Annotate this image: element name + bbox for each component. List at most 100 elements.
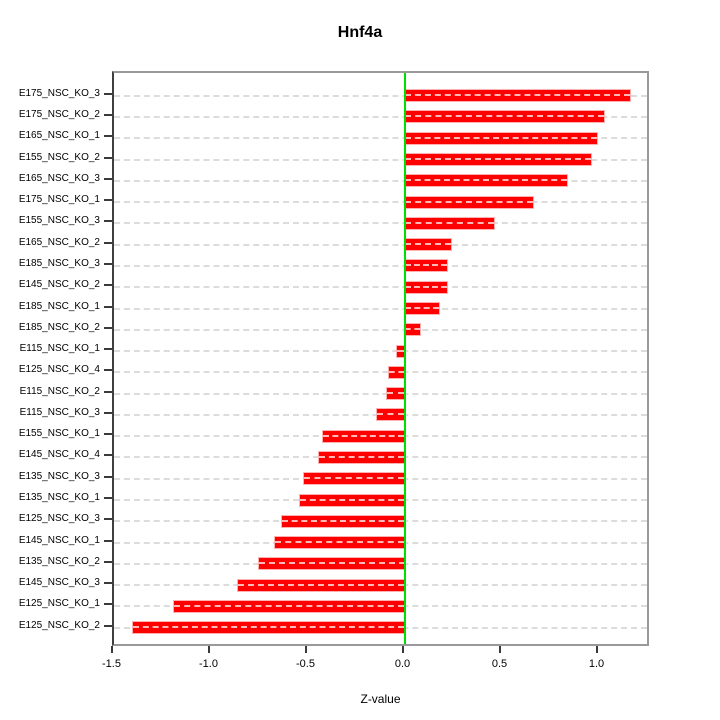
x-tick (304, 646, 307, 653)
chart-title: Hnf4a (337, 24, 383, 41)
grid-line (114, 94, 647, 97)
y-tick-label: E135_NSC_KO_2 (18, 555, 100, 567)
y-tick (104, 135, 112, 138)
bar (173, 600, 405, 612)
y-tick (104, 284, 112, 287)
x-tick-label: -1.0 (199, 658, 218, 670)
grid-line (114, 222, 647, 225)
bar (388, 366, 405, 378)
bar-stripe (404, 115, 605, 118)
y-tick (104, 177, 112, 180)
y-tick-label: E165_NSC_KO_3 (18, 172, 100, 184)
y-tick-label: E135_NSC_KO_1 (18, 492, 100, 504)
grid-line (114, 286, 647, 289)
bar-stripe (404, 243, 452, 246)
y-tick-label: E155_NSC_KO_1 (18, 428, 100, 440)
bar-stripe (404, 179, 568, 182)
bar (282, 515, 405, 527)
bar (404, 175, 568, 187)
y-tick (104, 262, 112, 265)
x-tick (595, 646, 598, 653)
bar (274, 537, 405, 549)
bar (404, 239, 452, 251)
bar (404, 90, 630, 102)
y-tick-label: E185_NSC_KO_1 (18, 300, 100, 312)
bar (323, 430, 405, 442)
bar-stripe (404, 200, 533, 203)
bar (404, 303, 440, 314)
y-tick-label: E125_NSC_KO_3 (18, 513, 100, 525)
bar-stripe (237, 583, 405, 586)
grid-line (114, 264, 647, 267)
y-tick (104, 220, 112, 223)
y-tick-label: E185_NSC_KO_2 (18, 321, 100, 333)
grid-line (114, 371, 647, 374)
bar-stripe (404, 158, 591, 161)
bar (404, 324, 421, 336)
bar-stripe (299, 498, 405, 501)
bar (237, 579, 405, 591)
y-tick-label: E145_NSC_KO_4 (18, 449, 100, 461)
x-tick-label: -1.5 (102, 658, 121, 670)
y-tick (104, 518, 112, 521)
y-tick-label: E175_NSC_KO_1 (18, 194, 100, 206)
plot-area (112, 71, 649, 646)
grid-line (114, 307, 647, 310)
bar-stripe (404, 328, 421, 331)
grid-line (114, 328, 647, 331)
grid-line (114, 115, 647, 118)
y-tick (104, 475, 112, 478)
y-tick (104, 369, 112, 372)
y-tick-label: E185_NSC_KO_3 (18, 257, 100, 269)
y-tick (104, 454, 112, 457)
bar-stripe (259, 562, 405, 565)
x-tick (498, 646, 501, 653)
bar-stripe (404, 94, 630, 97)
bar (259, 558, 405, 570)
y-tick-label: E175_NSC_KO_3 (18, 87, 100, 99)
y-tick-label: E115_NSC_KO_2 (19, 385, 100, 397)
y-tick-label: E125_NSC_KO_4 (18, 364, 100, 376)
y-tick (104, 560, 112, 563)
y-tick-label: E155_NSC_KO_2 (18, 151, 100, 163)
y-tick-label: E115_NSC_KO_1 (19, 343, 100, 355)
grid-line (114, 392, 647, 395)
bar-stripe (303, 477, 405, 480)
grid-line (114, 201, 647, 204)
x-tick (401, 646, 404, 653)
x-tick-label: 0.0 (394, 658, 411, 670)
bar-stripe (404, 285, 448, 288)
y-tick (104, 113, 112, 116)
y-tick (104, 603, 112, 606)
bar-stripe (404, 221, 494, 224)
x-tick (110, 646, 113, 653)
bar-stripe (274, 541, 405, 544)
bar (404, 111, 605, 123)
bar (396, 345, 405, 357)
bar (377, 409, 405, 421)
bar (404, 217, 494, 229)
y-tick (104, 433, 112, 436)
y-tick (104, 305, 112, 308)
grid-line (114, 137, 647, 140)
y-tick-label: E165_NSC_KO_2 (18, 236, 100, 248)
grid-line (114, 158, 647, 161)
y-tick (104, 241, 112, 244)
y-tick-label: E165_NSC_KO_1 (18, 130, 100, 142)
x-tick-label: 1.0 (588, 658, 605, 670)
x-tick-label: 0.5 (491, 658, 508, 670)
bar (319, 451, 405, 463)
bar (404, 281, 448, 293)
y-tick (104, 326, 112, 329)
y-tick (104, 539, 112, 542)
bar (404, 196, 533, 208)
bar-stripe (377, 413, 405, 416)
y-tick-label: E175_NSC_KO_2 (18, 108, 100, 120)
bar-stripe (323, 434, 405, 437)
bar-stripe (404, 136, 597, 139)
bar (299, 494, 405, 506)
y-tick-label: E125_NSC_KO_2 (18, 619, 100, 631)
y-tick (104, 92, 112, 95)
y-tick-label: E135_NSC_KO_3 (18, 470, 100, 482)
